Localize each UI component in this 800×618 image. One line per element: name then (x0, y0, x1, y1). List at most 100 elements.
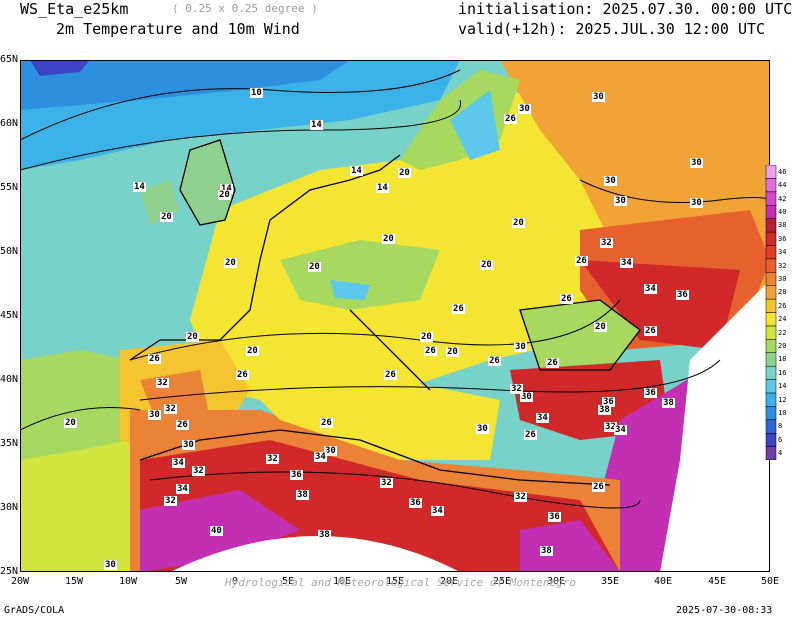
colorbar-tick-label: 12 (778, 395, 787, 404)
contour-label: 34 (536, 413, 549, 423)
contour-label: 20 (420, 332, 433, 342)
contour-label: 32 (604, 422, 617, 432)
contour-label: 36 (676, 290, 689, 300)
lat-label-60n: 60N (0, 118, 19, 129)
colorbar-swatch (765, 191, 777, 206)
colorbar-tick-label: 26 (778, 301, 787, 310)
colorbar-tick-label: 4 (778, 449, 783, 458)
colorbar-swatch (765, 258, 777, 273)
colorbar-tick-label: 38 (778, 221, 787, 230)
contour-label: 36 (548, 512, 561, 522)
contour-label: 30 (476, 424, 489, 434)
colorbar-swatch (765, 165, 777, 179)
colorbar-swatch (765, 285, 777, 300)
contour-label: 32 (192, 466, 205, 476)
contour-label: 38 (540, 546, 553, 556)
contour-label: 26 (384, 370, 397, 380)
colorbar-tick-label: 14 (778, 382, 787, 391)
contour-label: 20 (398, 168, 411, 178)
lon-label-35e: 35E (600, 576, 620, 587)
contour-label: 26 (546, 358, 559, 368)
colorbar-tick-label: 36 (778, 234, 787, 243)
initialisation-time: initialisation: 2025.07.30. 00:00 UTC (458, 0, 793, 18)
lat-label-40n: 40N (0, 374, 19, 385)
coast-italy (349, 309, 431, 391)
contour-label: 34 (176, 484, 189, 494)
contour-label: 32 (266, 454, 279, 464)
contour-label: 26 (592, 482, 605, 492)
baltic-cool (450, 90, 500, 160)
colorbar-tick-label: 46 (778, 167, 787, 176)
contour-label: 30 (148, 410, 161, 420)
lon-label-15e: 15E (385, 576, 405, 587)
colorbar-swatch (765, 298, 777, 313)
contour-label: 36 (409, 498, 422, 508)
contour-label: 20 (186, 332, 199, 342)
valid-time: valid(+12h): 2025.JUL.30 12:00 UTC (458, 20, 766, 38)
contour-label: 26 (560, 294, 573, 304)
contour-label: 14 (310, 120, 323, 130)
contour-label: 14 (350, 166, 363, 176)
contour-label: 26 (644, 326, 657, 336)
colorbar-tick-label: 20 (778, 342, 787, 351)
colorbar-tick-label: 32 (778, 261, 787, 270)
black-sea (520, 300, 640, 370)
contour-label: 34 (172, 458, 185, 468)
lon-label-10e: 10E (332, 576, 352, 587)
contour-label: 38 (598, 405, 611, 415)
colorbar-swatch (765, 406, 777, 421)
lon-label-0: 0 (231, 576, 239, 587)
coast-blacksea (519, 299, 641, 371)
contour-label: 36 (290, 470, 303, 480)
colorbar-tick-label: 34 (778, 248, 787, 257)
lat-label-25n: 25N (0, 566, 19, 577)
colorbar-swatch (765, 312, 777, 327)
contour-label: 20 (160, 212, 173, 222)
contour-label: 30 (604, 176, 617, 186)
contour-label: 30 (104, 560, 117, 570)
contour-label: 26 (524, 430, 537, 440)
watermark-text: Hydrological and Meteorological Service … (225, 576, 576, 589)
contour-label: 30 (518, 104, 531, 114)
colorbar-tick-label: 40 (778, 207, 787, 216)
contour-label: 38 (662, 398, 675, 408)
colorbar-swatch (765, 218, 777, 233)
contour-label: 32 (510, 384, 523, 394)
north-atlantic-coldest (30, 60, 90, 76)
lat-label-55n: 55N (0, 182, 19, 193)
lon-label-5w: 5W (174, 576, 188, 587)
contour-label: 20 (64, 418, 77, 428)
isotherm-30 (139, 359, 721, 401)
contour-label: 32 (380, 478, 393, 488)
contour-label: 32 (164, 496, 177, 506)
colorbar-swatch (765, 178, 777, 193)
contour-label: 20 (308, 262, 321, 272)
isotherm-26 (129, 299, 621, 361)
caspian-hot (580, 260, 740, 350)
colorbar-swatch (765, 365, 777, 380)
colorbar-swatch (765, 272, 777, 286)
model-name: WS_Eta_e25km (20, 0, 129, 18)
contour-label: 30 (520, 392, 533, 402)
lon-label-15w: 15W (64, 576, 84, 587)
africa-magenta-east (520, 520, 620, 572)
contour-label: 14 (376, 183, 389, 193)
colorbar-tick-label: 8 (778, 422, 783, 431)
alps-cool (280, 240, 440, 310)
colorbar-swatch (765, 379, 777, 394)
contour-label: 14 (220, 184, 233, 194)
britain (180, 140, 235, 225)
colorbar-tick-label: 6 (778, 435, 783, 444)
contour-label: 40 (210, 526, 223, 536)
colorbar-tick-label: 28 (778, 288, 787, 297)
isotherm-14 (20, 99, 462, 171)
contour-label: 20 (218, 190, 231, 200)
contour-label: 26 (176, 420, 189, 430)
colorbar-swatch (765, 339, 777, 353)
lat-label-35n: 35N (0, 438, 19, 449)
contour-label: 20 (480, 260, 493, 270)
footer-software: GrADS/COLA (4, 605, 65, 616)
contour-label: 14 (133, 182, 146, 192)
contour-label: 26 (575, 256, 588, 266)
isotherm-20-atlantic (20, 407, 141, 431)
